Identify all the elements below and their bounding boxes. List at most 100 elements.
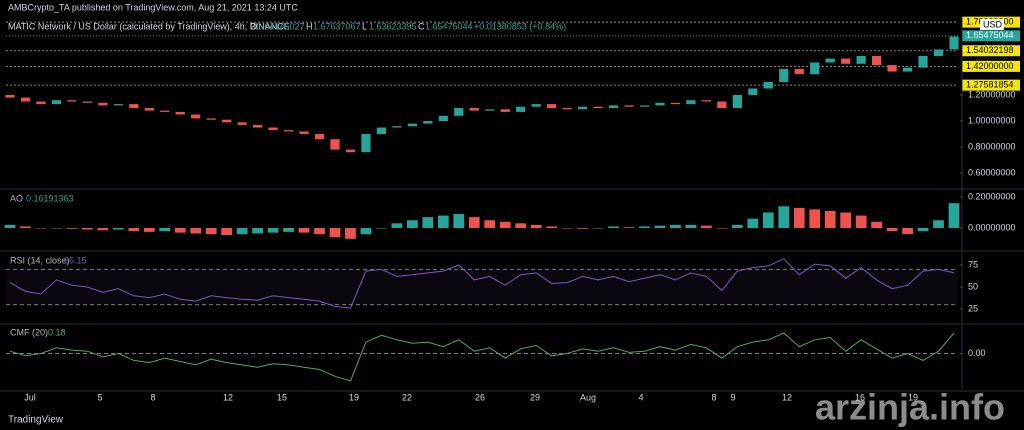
ohlc-label: H: [306, 21, 313, 31]
x-tick-label: 16: [855, 392, 865, 402]
ao-bar: [793, 207, 805, 228]
candle: [841, 58, 851, 64]
candle: [593, 106, 603, 109]
ao-bar: [948, 203, 960, 228]
level-label-bg: [962, 45, 1020, 57]
candle: [129, 104, 139, 109]
y-tick-label: 25: [968, 303, 978, 313]
ao-bar: [871, 221, 882, 228]
candle: [856, 55, 866, 64]
ao-bar: [762, 212, 774, 228]
candle: [577, 106, 588, 110]
publisher: AMBCrypto_TA published on TradingView.co…: [8, 2, 298, 12]
x-tick-label: 22: [402, 392, 412, 402]
currency: USD: [983, 19, 1003, 29]
y-tick-label: 0.00: [968, 348, 986, 358]
ao-bar: [716, 227, 728, 229]
ao-bar: [329, 227, 341, 238]
ao-bar: [236, 227, 248, 235]
ao-bar: [112, 227, 124, 230]
ao-bar: [345, 227, 356, 239]
x-tick-label: 29: [530, 392, 540, 402]
ao-bar: [82, 227, 93, 230]
candle: [701, 100, 711, 102]
ao-bar: [747, 218, 759, 228]
ohlc-value: 1.63623395: [369, 21, 417, 31]
ao-bar: [592, 227, 604, 229]
ohlc-value: 1.64145027: [257, 21, 305, 31]
y-tick-label: 1.00000000: [968, 115, 1016, 125]
ao-bar: [97, 227, 109, 231]
last-price-label: 1.65475044: [966, 30, 1014, 40]
level-label: 1.42000000: [966, 61, 1014, 71]
ao-bar: [654, 225, 666, 228]
candle: [144, 108, 154, 111]
x-tick-label: 4: [638, 392, 643, 402]
level-label-bg: [962, 60, 1020, 72]
x-tick-label: Jul: [24, 392, 36, 402]
symbol: MATIC Network / US Dollar (calculated by…: [8, 21, 290, 31]
ao-bar: [623, 227, 635, 228]
candle: [608, 105, 619, 109]
ao-bar: [267, 227, 279, 233]
ohlc-value: 1.65475044: [425, 21, 473, 31]
ao-bar: [376, 227, 387, 229]
x-tick-label: 19: [908, 392, 918, 402]
y-tick-label: 50: [968, 281, 978, 291]
x-tick-label: 12: [782, 392, 792, 402]
ao-bar: [51, 227, 62, 229]
level-label: 1.27581854: [966, 80, 1014, 90]
candle: [330, 139, 340, 150]
y-tick-label: 0.80000000: [968, 141, 1016, 151]
ao-bar: [453, 214, 465, 228]
candle: [639, 105, 650, 107]
candle: [438, 115, 448, 122]
candle: [160, 110, 170, 112]
candle: [237, 122, 247, 125]
ao-bar: [283, 227, 294, 232]
rsi-name: RSI (14, close): [10, 255, 70, 265]
candle: [407, 123, 417, 127]
ohlc-label: O: [250, 21, 257, 31]
candle: [949, 36, 959, 50]
candle: [531, 104, 541, 107]
ao-bar: [391, 223, 403, 228]
candle: [253, 124, 263, 128]
x-tick-label: 26: [475, 392, 485, 402]
candle: [268, 127, 278, 131]
cmf-line: [9, 332, 955, 382]
x-tick-label: 12: [223, 392, 233, 402]
candle: [686, 100, 696, 105]
ao-bar: [778, 206, 790, 228]
ao-bar: [406, 220, 418, 228]
candle: [345, 149, 356, 153]
candle: [222, 119, 232, 123]
y-tick-label: 1.20000000: [968, 89, 1016, 99]
ao-bar: [824, 210, 836, 228]
y-tick-label: 0.00000000: [968, 222, 1016, 232]
ao-bar: [855, 215, 867, 228]
ao-bar: [902, 227, 913, 235]
ao-bar: [128, 227, 140, 232]
candle: [547, 104, 557, 109]
ao-bar: [840, 212, 852, 228]
candle: [624, 105, 634, 107]
candle: [655, 102, 665, 106]
candle: [794, 68, 804, 75]
ao-bar: [917, 227, 929, 232]
ao-bar: [143, 227, 155, 232]
candle: [299, 131, 309, 135]
ao-bar: [20, 226, 31, 228]
level-label: 1.54032198: [966, 45, 1014, 55]
candle: [392, 126, 402, 128]
candle: [51, 100, 62, 105]
y-tick-label: 0.60000000: [968, 167, 1016, 177]
ao-bar: [809, 209, 821, 228]
cmf-name: CMF (20): [10, 327, 48, 337]
ao-bar: [437, 215, 449, 228]
rsi-line: [9, 258, 955, 309]
ao-bar: [159, 227, 171, 232]
cmf-value: 0.18: [48, 327, 66, 337]
level-label-bg: [962, 79, 1020, 91]
